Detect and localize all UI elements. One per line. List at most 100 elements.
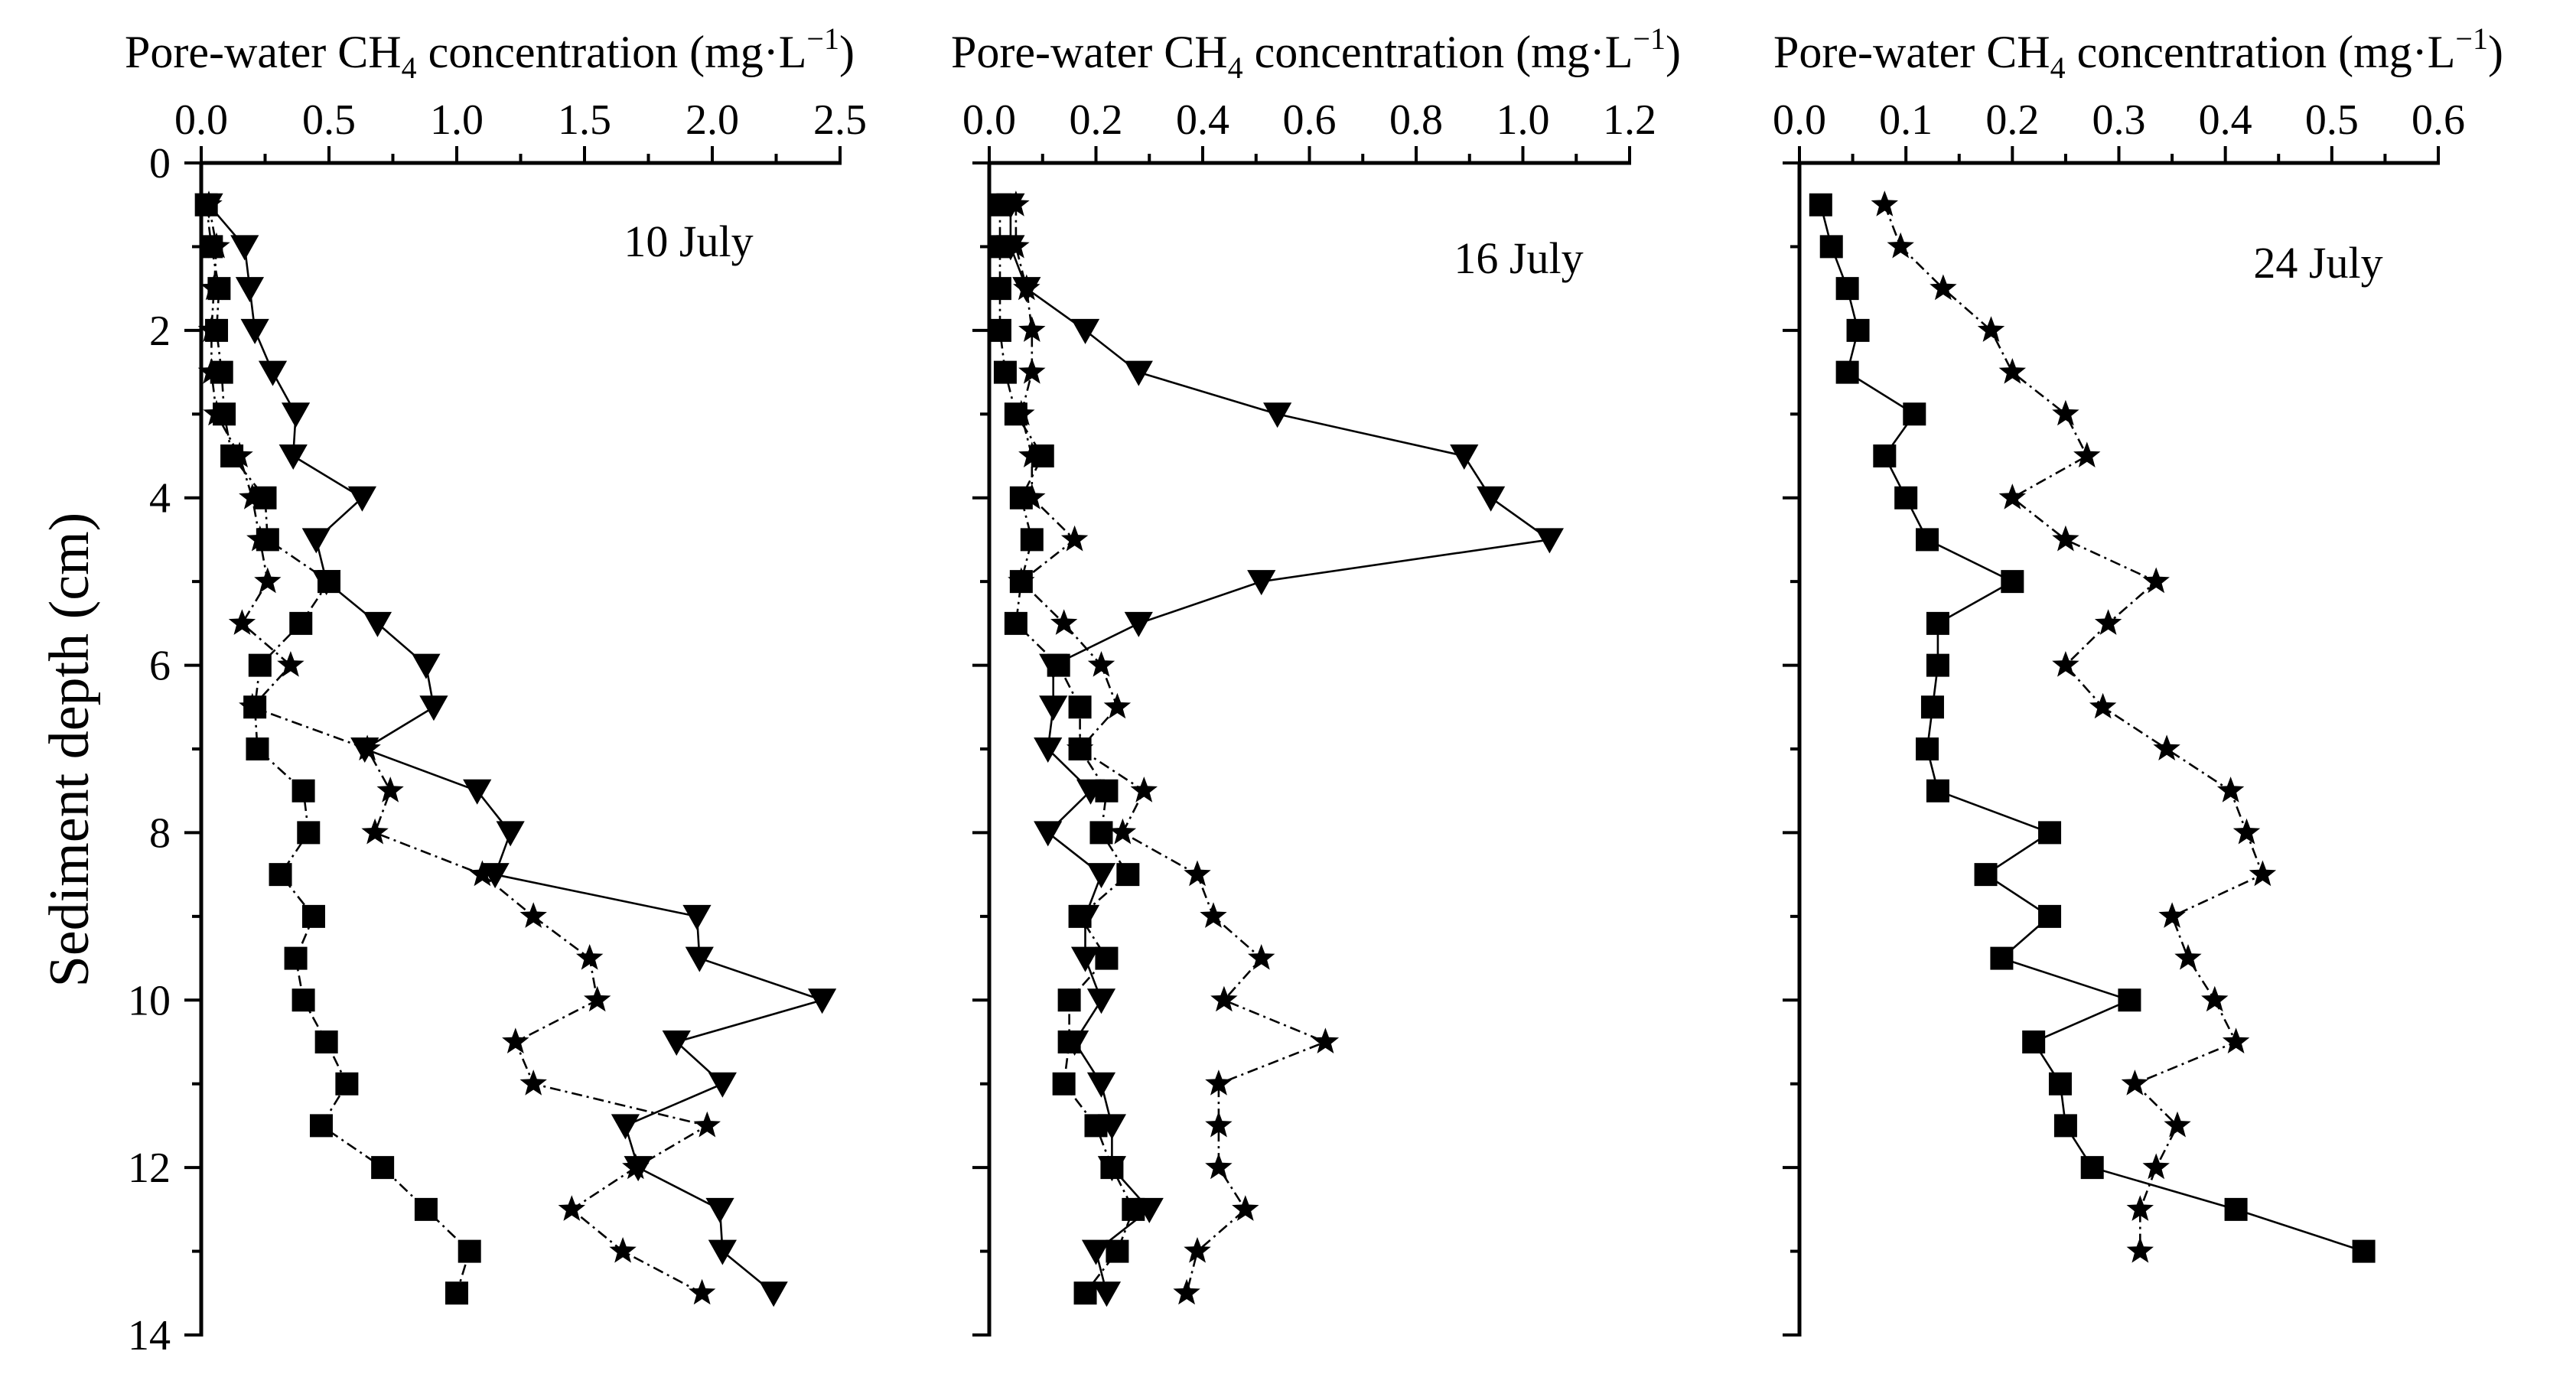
series-star-line bbox=[1884, 204, 2265, 1252]
x-tick-label: 1.5 bbox=[558, 96, 611, 144]
y-tick-label: 8 bbox=[149, 809, 171, 857]
x-tick-label: 0.1 bbox=[1879, 96, 1933, 144]
triangle-down-marker-point bbox=[611, 1114, 640, 1140]
triangle-down-marker-point bbox=[1034, 737, 1063, 763]
square-marker-point bbox=[1809, 193, 1832, 217]
x-title-part-3: ) bbox=[839, 27, 855, 77]
square-marker-point bbox=[1916, 737, 1939, 760]
square-marker-point bbox=[1916, 528, 1939, 552]
star-marker-point bbox=[2142, 567, 2170, 594]
square-marker-point bbox=[2080, 1156, 2104, 1180]
star-marker-point bbox=[1205, 1111, 1233, 1138]
triangle-down-marker-point bbox=[419, 695, 448, 721]
star-marker-point bbox=[1210, 985, 1238, 1012]
panel-3-series bbox=[1809, 190, 2376, 1263]
triangle-down-marker-point bbox=[496, 821, 525, 847]
square-marker-point bbox=[458, 1239, 481, 1263]
triangle-down-marker-point bbox=[759, 1281, 788, 1307]
square-marker-point bbox=[988, 277, 1011, 301]
x-title-part-1: Pore-water CH bbox=[1773, 27, 2050, 77]
square-marker-point bbox=[2001, 570, 2024, 594]
square-marker-point bbox=[1057, 988, 1081, 1012]
triangle-down-marker-point bbox=[1039, 695, 1068, 721]
star-marker-point bbox=[2232, 818, 2261, 845]
square-marker-point bbox=[1073, 1281, 1097, 1305]
star-marker-point bbox=[277, 651, 304, 677]
star-marker-point bbox=[1018, 483, 1046, 510]
star-marker-point bbox=[1109, 818, 1137, 845]
triangle-down-marker-point bbox=[463, 779, 492, 805]
x-title-sup-minus-1: −1 bbox=[806, 21, 839, 56]
star-marker-point bbox=[502, 1027, 529, 1053]
star-marker-point bbox=[1205, 1153, 1233, 1180]
x-tick-label: 0.4 bbox=[2199, 96, 2252, 144]
x-tick-label: 0.5 bbox=[302, 96, 356, 144]
square-marker-point bbox=[1903, 402, 1926, 426]
triangle-down-marker-point bbox=[1086, 1072, 1116, 1098]
star-marker-point bbox=[2089, 692, 2117, 719]
star-marker-point bbox=[519, 1070, 547, 1096]
triangle-down-marker-point bbox=[1450, 444, 1479, 470]
star-marker-point bbox=[2094, 609, 2122, 635]
square-marker-point bbox=[2118, 988, 2141, 1012]
triangle-down-marker-point bbox=[662, 1030, 691, 1056]
panel-24-july: 0.0 0.1 0.2 0.3 0.4 0.5 0.6 Pore-water CH4 con… bbox=[1773, 21, 2503, 1337]
star-marker-point bbox=[1008, 399, 1035, 426]
star-marker-point bbox=[1184, 860, 1211, 887]
triangle-down-marker-point bbox=[412, 653, 441, 679]
star-marker-point bbox=[1184, 1237, 1211, 1263]
x-tick-label: 0.0 bbox=[962, 96, 1016, 144]
square-marker-point bbox=[1068, 695, 1092, 719]
square-marker-point bbox=[284, 946, 308, 970]
star-marker-point bbox=[2164, 1111, 2191, 1138]
triangle-down-marker-point bbox=[1092, 1281, 1122, 1307]
panel-1-date-label: 10 July bbox=[624, 217, 753, 266]
square-marker-point bbox=[1926, 611, 1949, 635]
triangle-down-marker-point bbox=[347, 486, 377, 512]
triangle-down-marker-point bbox=[996, 193, 1025, 219]
triangle-down-marker-point bbox=[1070, 946, 1100, 972]
x-tick-label: 0.6 bbox=[2412, 96, 2465, 144]
triangle-down-marker-point bbox=[1124, 611, 1153, 637]
square-marker-point bbox=[2038, 904, 2062, 928]
square-marker-point bbox=[1089, 821, 1113, 845]
square-marker-point bbox=[2053, 1114, 2077, 1138]
triangle-down-marker-point bbox=[1477, 486, 1506, 512]
x-tick-label: 1.0 bbox=[1496, 96, 1550, 144]
x-title-part-2: concentration (mg·L bbox=[2066, 27, 2456, 77]
square-marker-point bbox=[371, 1156, 395, 1180]
star-marker-point bbox=[197, 316, 225, 342]
triangle-down-marker-point bbox=[1263, 402, 1292, 428]
square-marker-point bbox=[1835, 360, 1859, 384]
y-tick-label: 12 bbox=[128, 1144, 171, 1192]
square-marker-point bbox=[1106, 1239, 1129, 1263]
star-marker-point bbox=[1018, 358, 1046, 384]
square-marker-point bbox=[335, 1072, 359, 1096]
x-tick-label: 0.0 bbox=[174, 96, 228, 144]
x-tick-label: 0.2 bbox=[1985, 96, 2039, 144]
panel-16-july: 0.0 0.2 0.4 0.6 0.8 1.0 1.2 Pore-water CH4 con… bbox=[951, 21, 1681, 1337]
square-marker-point bbox=[1990, 946, 2014, 970]
star-marker-point bbox=[1248, 944, 1275, 970]
square-marker-point bbox=[248, 653, 272, 677]
x-title-part-2: concentration (mg·L bbox=[1243, 27, 1633, 77]
square-marker-point bbox=[1926, 653, 1949, 677]
star-marker-point bbox=[1977, 316, 2005, 342]
triangle-down-marker-point bbox=[235, 277, 265, 303]
x-tick-label: 0.6 bbox=[1283, 96, 1337, 144]
star-marker-point bbox=[1173, 1278, 1200, 1305]
square-marker-point bbox=[414, 1197, 438, 1221]
y-tick-label: 0 bbox=[149, 140, 171, 187]
square-marker-point bbox=[1846, 318, 1870, 342]
x-title-part-2: concentration (mg·L bbox=[417, 27, 807, 77]
star-marker-point bbox=[558, 1195, 585, 1221]
star-marker-point bbox=[1018, 316, 1046, 342]
star-marker-point bbox=[1930, 274, 1957, 301]
star-marker-point bbox=[246, 525, 274, 552]
star-marker-point bbox=[2216, 777, 2245, 803]
star-marker-point bbox=[361, 818, 389, 845]
star-marker-point bbox=[2201, 985, 2229, 1012]
panel-1-axes: 0.0 0.5 1.0 1.5 2.0 2.5 0 2 4 6 8 10 12 14 bbox=[128, 96, 867, 1359]
star-marker-point bbox=[689, 1278, 716, 1305]
